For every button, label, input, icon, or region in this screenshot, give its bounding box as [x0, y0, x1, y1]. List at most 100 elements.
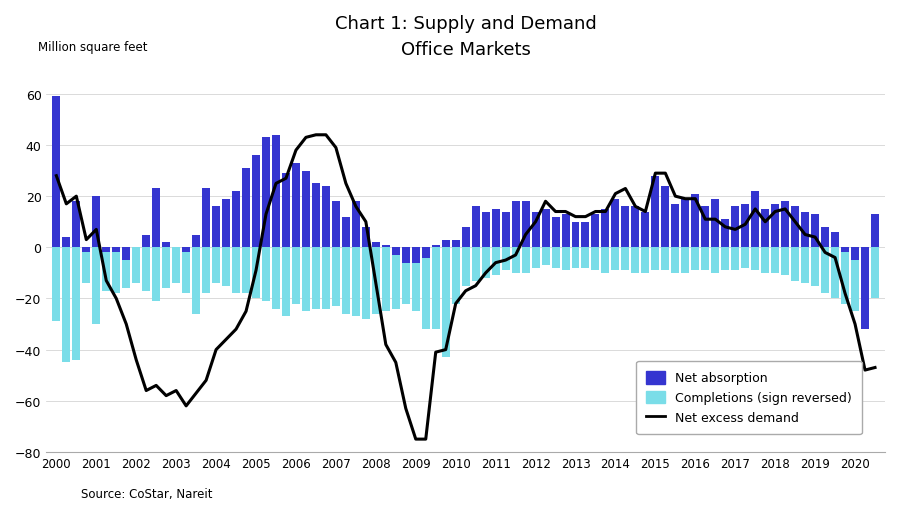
Bar — [152, 248, 160, 301]
Bar — [851, 248, 859, 261]
Bar — [522, 202, 529, 248]
Bar — [491, 210, 500, 248]
Bar — [491, 248, 500, 276]
Bar — [552, 248, 560, 268]
Bar — [632, 207, 639, 248]
Bar — [62, 238, 70, 248]
Bar — [652, 176, 660, 248]
Bar — [781, 248, 789, 276]
Bar — [542, 210, 550, 248]
Bar — [861, 248, 869, 317]
Bar — [322, 186, 330, 248]
Bar — [142, 248, 150, 291]
Bar — [262, 138, 270, 248]
Bar — [511, 248, 519, 273]
Bar — [542, 248, 550, 266]
Bar — [192, 248, 200, 314]
Bar — [52, 248, 60, 322]
Bar — [681, 199, 689, 248]
Bar — [212, 207, 220, 248]
Bar — [482, 248, 490, 278]
Bar — [572, 248, 580, 268]
Bar — [522, 248, 529, 273]
Bar — [392, 248, 400, 256]
Bar — [401, 248, 410, 304]
Bar — [642, 248, 650, 273]
Bar — [742, 248, 749, 268]
Bar — [662, 248, 670, 271]
Bar — [761, 210, 770, 248]
Bar — [82, 248, 90, 283]
Bar — [711, 248, 719, 273]
Bar — [222, 248, 230, 286]
Bar — [771, 205, 779, 248]
Bar — [292, 164, 300, 248]
Bar — [72, 248, 80, 360]
Bar — [752, 248, 760, 271]
Bar — [192, 235, 200, 248]
Bar — [742, 205, 749, 248]
Bar — [452, 248, 460, 304]
Bar — [342, 248, 350, 314]
Bar — [711, 199, 719, 248]
Bar — [632, 248, 639, 273]
Bar — [532, 212, 540, 248]
Bar — [162, 248, 170, 289]
Bar — [642, 212, 650, 248]
Bar — [332, 202, 340, 248]
Bar — [122, 248, 130, 289]
Bar — [162, 243, 170, 248]
Bar — [352, 202, 360, 248]
Bar — [581, 248, 590, 268]
Bar — [731, 248, 739, 271]
Bar — [581, 222, 590, 248]
Bar — [652, 248, 660, 271]
Bar — [302, 171, 310, 248]
Bar — [781, 202, 789, 248]
Bar — [182, 248, 190, 253]
Bar — [401, 248, 410, 263]
Bar — [93, 248, 100, 324]
Bar — [392, 248, 400, 309]
Bar — [132, 248, 140, 283]
Text: Source: CoStar, Nareit: Source: CoStar, Nareit — [81, 487, 212, 500]
Bar — [412, 248, 419, 312]
Bar — [801, 212, 809, 248]
Bar — [382, 245, 390, 248]
Bar — [761, 248, 770, 273]
Bar — [861, 248, 869, 329]
Bar — [103, 248, 111, 253]
Bar — [292, 248, 300, 304]
Bar — [262, 248, 270, 301]
Bar — [442, 248, 450, 358]
Bar — [212, 248, 220, 283]
Bar — [362, 227, 370, 248]
Bar — [842, 248, 849, 304]
Bar — [721, 220, 729, 248]
Bar — [202, 189, 210, 248]
Bar — [232, 248, 240, 294]
Bar — [272, 248, 280, 309]
Bar — [312, 248, 319, 309]
Bar — [831, 232, 839, 248]
Bar — [831, 248, 839, 299]
Bar — [721, 248, 729, 271]
Bar — [172, 248, 180, 283]
Legend: Net absorption, Completions (sign reversed), Net excess demand: Net absorption, Completions (sign revers… — [636, 361, 862, 434]
Bar — [452, 240, 460, 248]
Bar — [791, 207, 799, 248]
Bar — [572, 222, 580, 248]
Bar — [731, 207, 739, 248]
Bar — [771, 248, 779, 273]
Bar — [621, 248, 629, 271]
Bar — [232, 192, 240, 248]
Bar — [691, 194, 699, 248]
Bar — [372, 243, 380, 248]
Bar — [202, 248, 210, 294]
Bar — [372, 248, 380, 314]
Bar — [811, 215, 819, 248]
Bar — [501, 212, 509, 248]
Bar — [322, 248, 330, 309]
Text: Million square feet: Million square feet — [38, 41, 148, 54]
Bar — [412, 248, 419, 263]
